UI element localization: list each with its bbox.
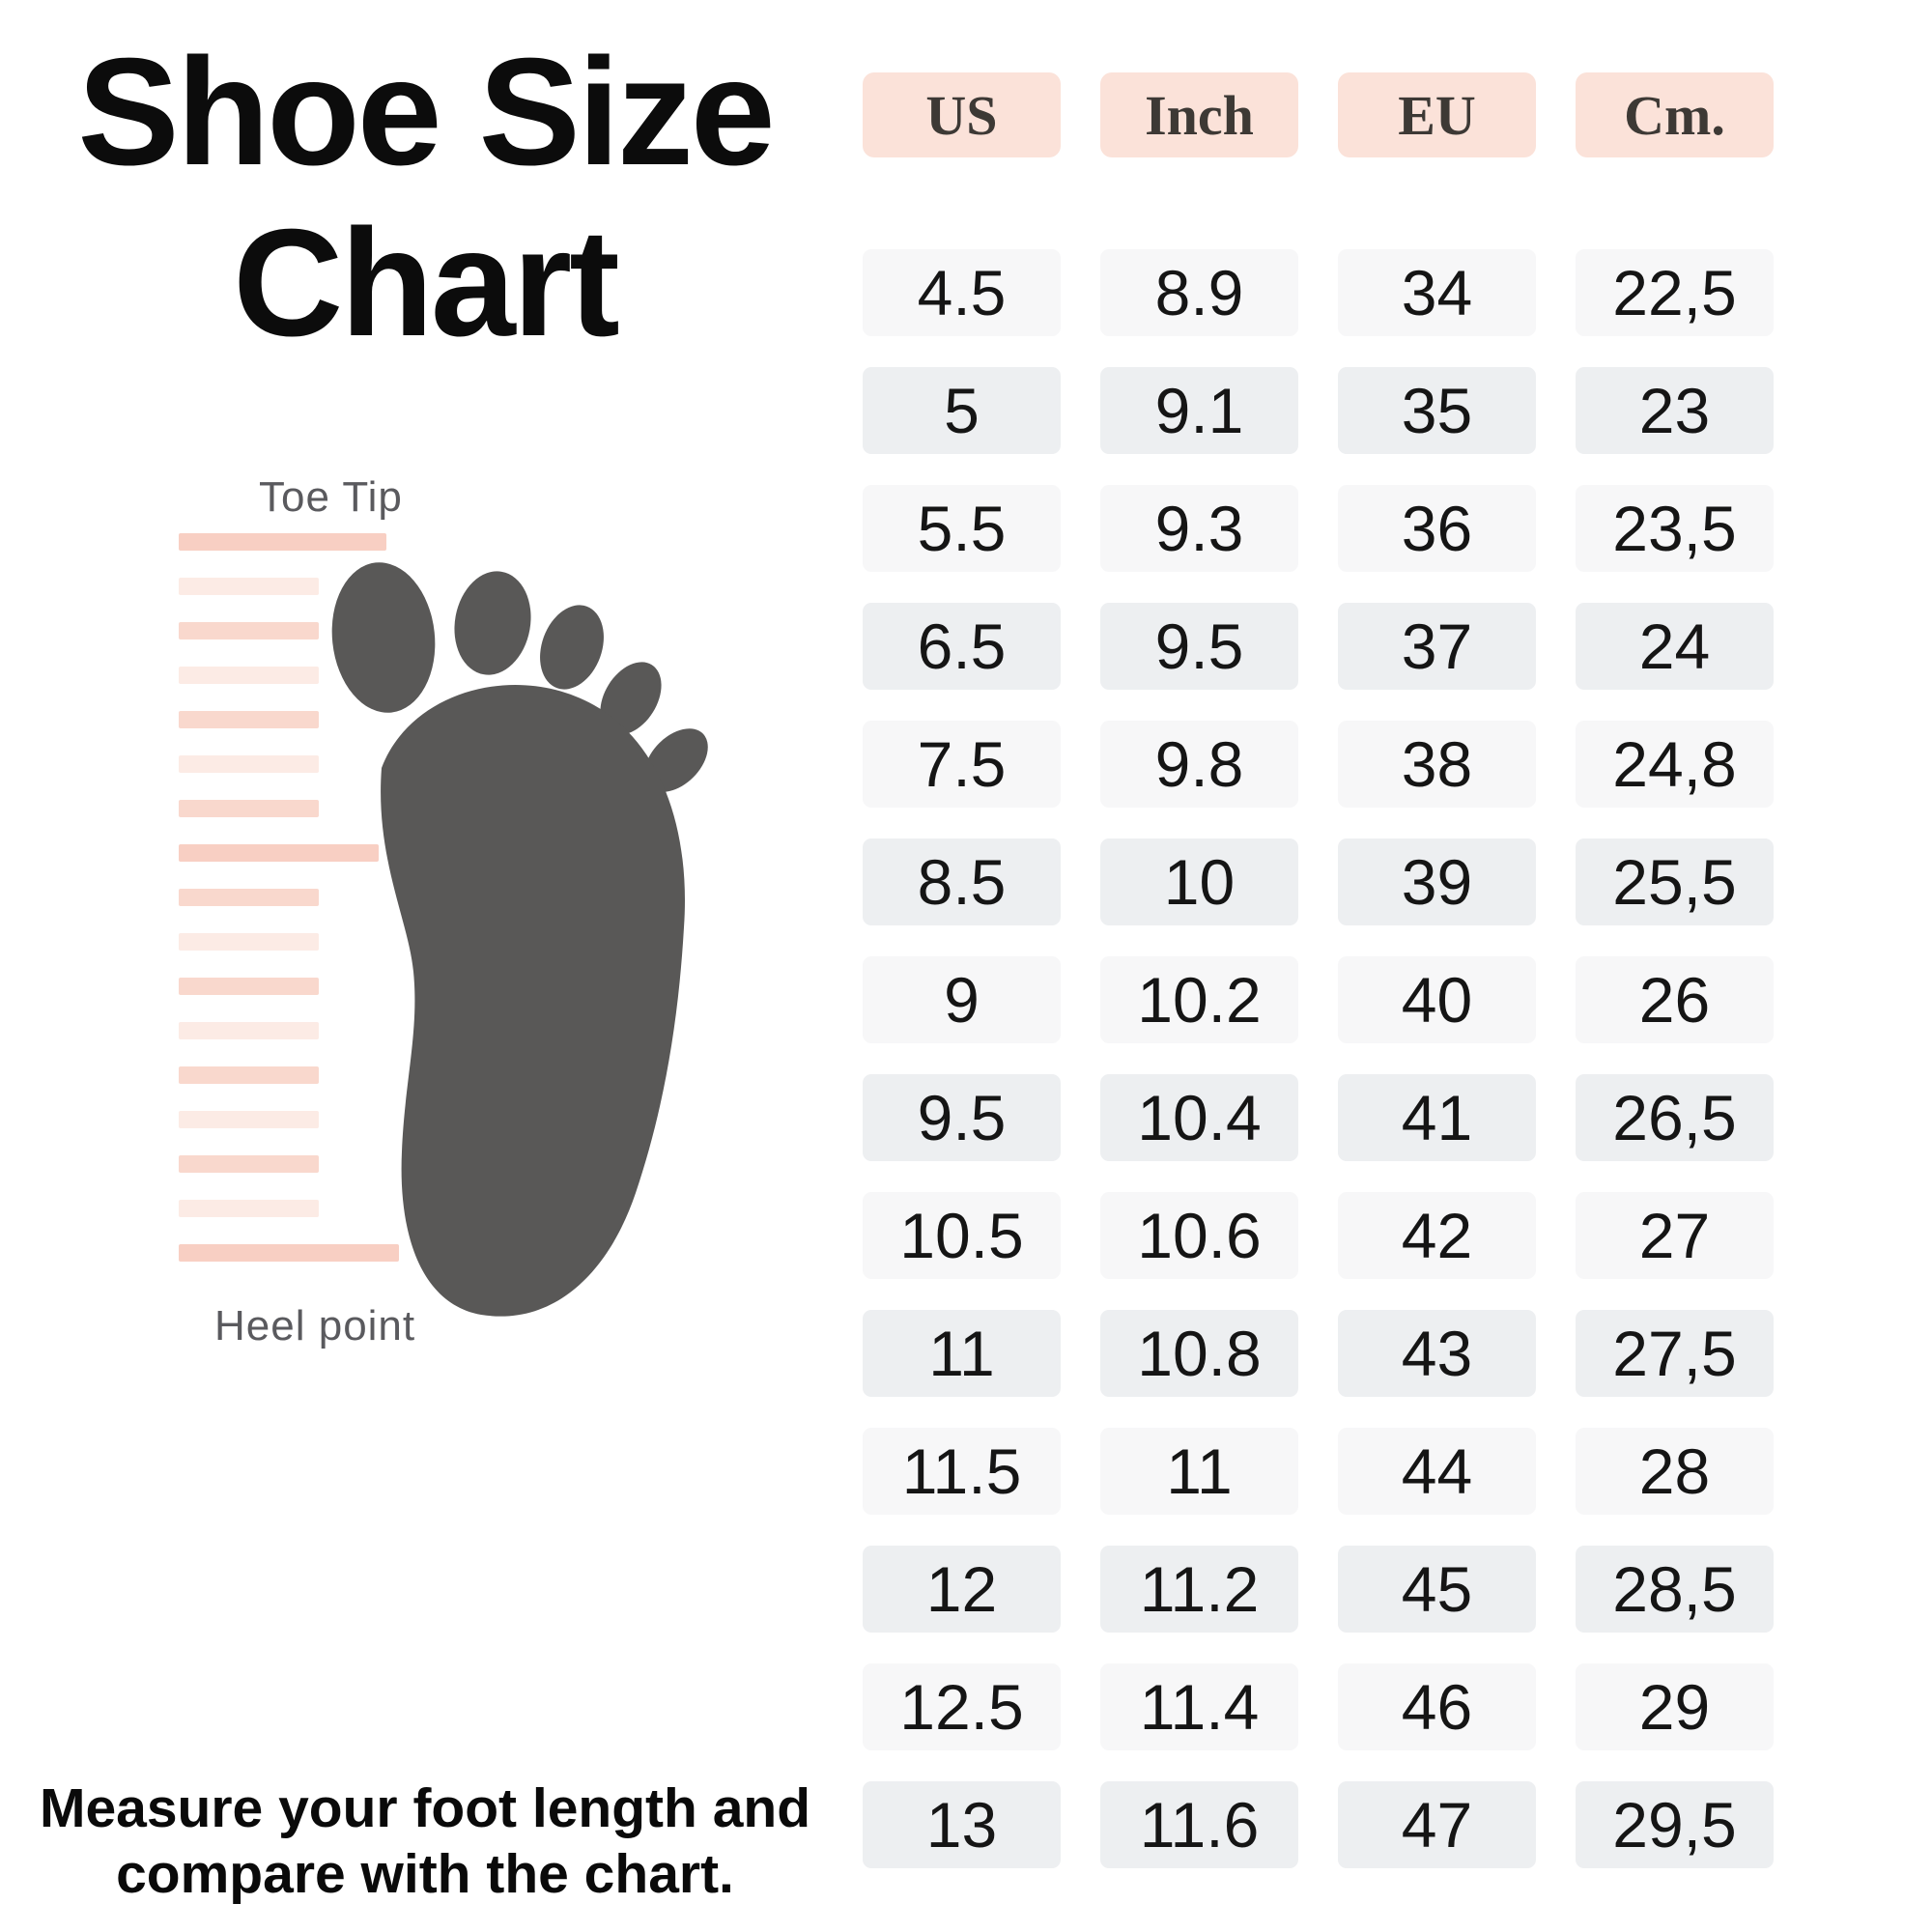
ruler-mark	[179, 1111, 319, 1128]
ruler-mark	[179, 844, 379, 862]
instruction-text: Measure your foot length and compare wit…	[19, 1776, 831, 1908]
instruction-line1: Measure your foot length and	[39, 1777, 811, 1839]
table-cell: 12.5	[863, 1663, 1061, 1750]
table-cell: 11.4	[1100, 1663, 1298, 1750]
table-cell: 8.9	[1100, 249, 1298, 336]
instruction-line2: compare with the chart.	[116, 1843, 734, 1906]
table-cell: 43	[1338, 1310, 1536, 1397]
table-cell: 40	[1338, 956, 1536, 1043]
table-cell: 25,5	[1576, 838, 1774, 925]
table-cell: 47	[1338, 1781, 1536, 1868]
page-title: Shoe Size Chart	[0, 27, 850, 369]
table-cell: 8.5	[863, 838, 1061, 925]
table-cell: 23	[1576, 367, 1774, 454]
table-cell: 38	[1338, 721, 1536, 808]
page-title-line1: Shoe Size	[77, 27, 775, 197]
size-table-header: US Inch EU Cm.	[863, 72, 1774, 157]
table-cell: 24,8	[1576, 721, 1774, 808]
ruler-mark	[179, 800, 319, 817]
table-cell: 35	[1338, 367, 1536, 454]
ruler-mark	[179, 622, 319, 639]
table-cell: 9.3	[1100, 485, 1298, 572]
foot-measure-diagram: Toe Tip Heel point	[174, 425, 734, 1391]
table-cell: 26	[1576, 956, 1774, 1043]
table-cell: 22,5	[1576, 249, 1774, 336]
column-header: Cm.	[1576, 72, 1774, 157]
ruler-mark	[179, 889, 319, 906]
table-cell: 10.5	[863, 1192, 1061, 1279]
ruler	[179, 533, 469, 1267]
table-cell: 27	[1576, 1192, 1774, 1279]
column-header: Inch	[1100, 72, 1298, 157]
table-cell: 9.8	[1100, 721, 1298, 808]
page-title-line2: Chart	[233, 197, 620, 368]
table-cell: 28,5	[1576, 1546, 1774, 1633]
column-header: EU	[1338, 72, 1536, 157]
table-cell: 7.5	[863, 721, 1061, 808]
ruler-mark	[179, 533, 386, 551]
table-cell: 9.5	[863, 1074, 1061, 1161]
table-cell: 6.5	[863, 603, 1061, 690]
table-cell: 10.6	[1100, 1192, 1298, 1279]
table-cell: 26,5	[1576, 1074, 1774, 1161]
table-cell: 10	[1100, 838, 1298, 925]
ruler-mark	[179, 755, 319, 773]
size-table-body: 4.5 8.9 34 22,5 5 9.1 35 23 5.5 9.3 36 23,5 6.5 9.5 37…	[863, 249, 1774, 1868]
heel-point-label: Heel point	[214, 1302, 416, 1350]
ruler-mark	[179, 1200, 319, 1217]
table-cell: 13	[863, 1781, 1061, 1868]
ruler-mark	[179, 711, 319, 728]
table-cell: 27,5	[1576, 1310, 1774, 1397]
table-cell: 11.5	[863, 1428, 1061, 1515]
ruler-mark	[179, 933, 319, 951]
toe-tip-label: Toe Tip	[259, 473, 403, 521]
table-cell: 9	[863, 956, 1061, 1043]
table-cell: 11	[863, 1310, 1061, 1397]
ruler-mark	[179, 1066, 319, 1084]
ruler-mark	[179, 1022, 319, 1039]
footprint-icon	[331, 562, 708, 1317]
table-cell: 39	[1338, 838, 1536, 925]
table-cell: 24	[1576, 603, 1774, 690]
column-header: US	[863, 72, 1061, 157]
table-cell: 42	[1338, 1192, 1536, 1279]
table-cell: 4.5	[863, 249, 1061, 336]
table-cell: 46	[1338, 1663, 1536, 1750]
table-cell: 36	[1338, 485, 1536, 572]
table-cell: 10.2	[1100, 956, 1298, 1043]
ruler-mark	[179, 1244, 399, 1262]
table-cell: 9.5	[1100, 603, 1298, 690]
table-cell: 11	[1100, 1428, 1298, 1515]
table-cell: 5	[863, 367, 1061, 454]
table-cell: 23,5	[1576, 485, 1774, 572]
table-cell: 10.8	[1100, 1310, 1298, 1397]
table-cell: 41	[1338, 1074, 1536, 1161]
table-cell: 45	[1338, 1546, 1536, 1633]
table-cell: 34	[1338, 249, 1536, 336]
table-cell: 5.5	[863, 485, 1061, 572]
table-cell: 29	[1576, 1663, 1774, 1750]
ruler-mark	[179, 667, 319, 684]
table-cell: 11.2	[1100, 1546, 1298, 1633]
table-cell: 10.4	[1100, 1074, 1298, 1161]
ruler-mark	[179, 978, 319, 995]
ruler-mark	[179, 578, 319, 595]
table-cell: 29,5	[1576, 1781, 1774, 1868]
ruler-mark	[179, 1155, 319, 1173]
table-cell: 44	[1338, 1428, 1536, 1515]
table-cell: 11.6	[1100, 1781, 1298, 1868]
size-table: US Inch EU Cm. 4.5 8.9 34 22,5 5 9.1 35 23 5.5 9.3 36…	[863, 72, 1774, 1868]
table-cell: 9.1	[1100, 367, 1298, 454]
table-cell: 37	[1338, 603, 1536, 690]
table-cell: 12	[863, 1546, 1061, 1633]
table-cell: 28	[1576, 1428, 1774, 1515]
